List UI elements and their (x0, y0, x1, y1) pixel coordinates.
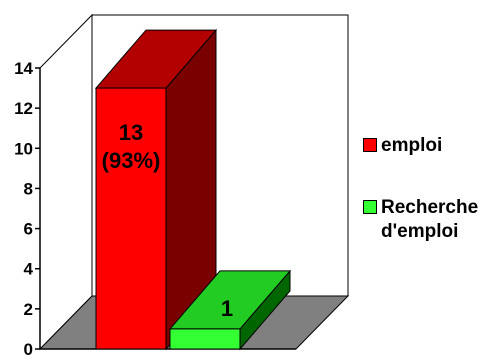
legend-item-recherche: Recherche d'emploi (363, 196, 478, 244)
legend-swatch-recherche (363, 200, 377, 214)
y-tick-label: 0 (24, 340, 33, 358)
y-tick-label: 8 (24, 179, 33, 198)
legend-label-emploi: emploi (381, 135, 443, 156)
bars (94, 28, 292, 351)
y-axis: 0 2 4 6 8 10 12 14 (14, 59, 296, 358)
y-tick-label: 12 (14, 99, 33, 118)
y-tick-label: 4 (24, 260, 34, 279)
legend-label-recherche-line2: d'emploi (381, 221, 459, 242)
side-wall (39, 13, 93, 351)
bar-recherche (168, 269, 292, 351)
legend-item-emploi: emploi (363, 134, 442, 158)
bar-labels: 13 (93%) 1 (102, 120, 233, 321)
y-tick-label: 6 (24, 220, 33, 239)
y-tick-label: 2 (24, 300, 33, 319)
bar-data-label: 1 (221, 296, 233, 321)
bar-front (95, 87, 167, 350)
bar-data-label: (93%) (102, 148, 161, 173)
bar-data-label: 13 (119, 120, 143, 145)
legend-label-recherche-line1: Recherche (381, 197, 479, 218)
legend-swatch-emploi (363, 138, 377, 152)
y-tick-label: 10 (14, 139, 33, 158)
bar-emploi (94, 28, 218, 351)
bar-front (169, 328, 241, 350)
y-tick-label: 14 (14, 59, 33, 78)
